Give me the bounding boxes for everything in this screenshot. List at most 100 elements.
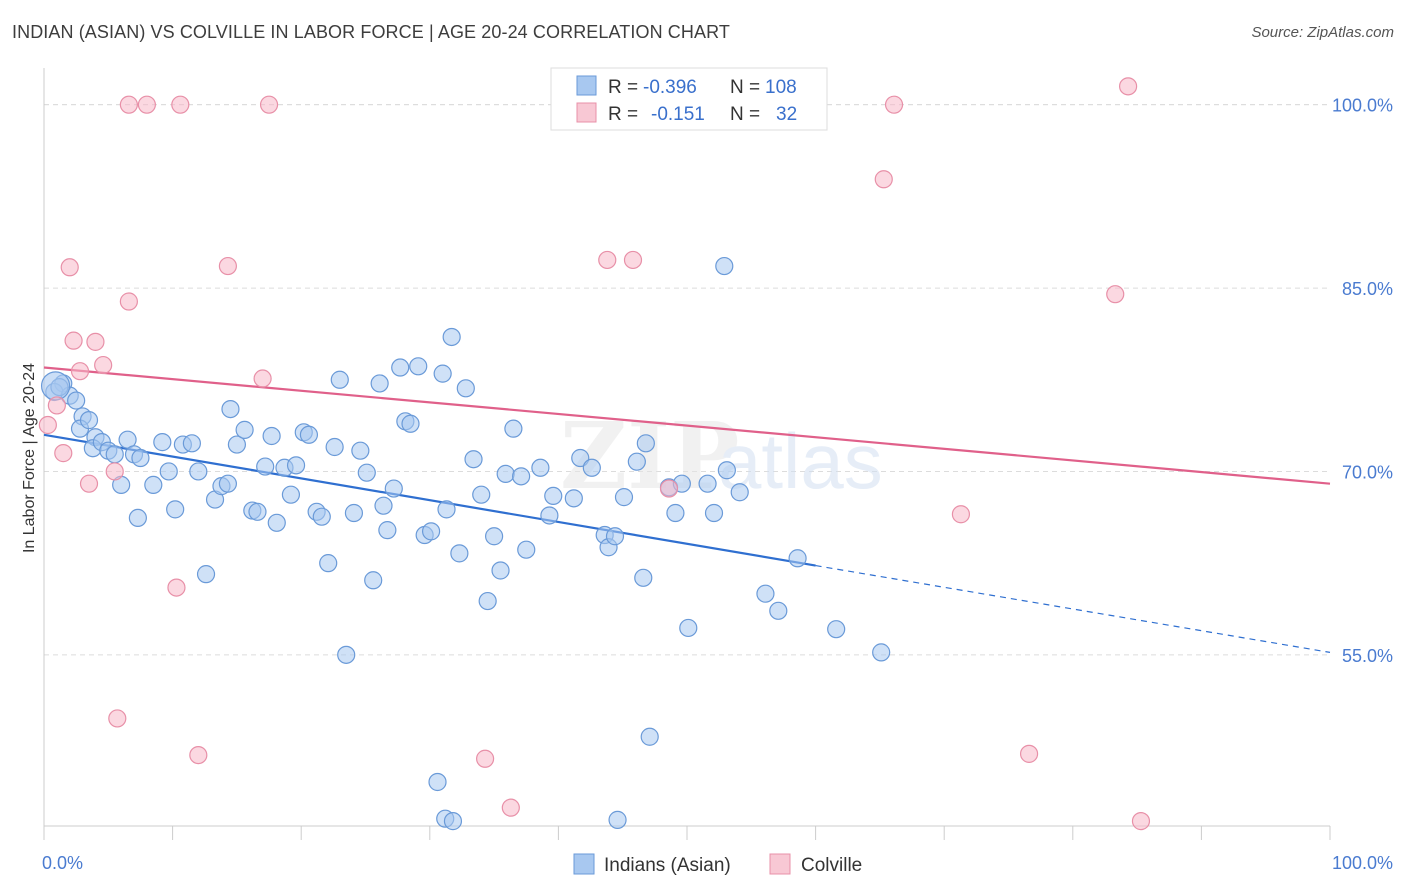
y-tick-label: 70.0% (1342, 462, 1393, 482)
indians-asian-point (540, 506, 559, 525)
indians-asian-point (105, 445, 124, 464)
indians-asian-point (378, 521, 397, 540)
indians-asian-point (769, 601, 788, 620)
indians-asian-point (730, 483, 749, 502)
axes (43, 68, 1331, 840)
colville-point (38, 415, 57, 435)
indians-asian-point (627, 452, 646, 471)
colville-point (171, 95, 190, 114)
stats-n-label-b: N = (730, 104, 760, 125)
colville-point (167, 578, 186, 597)
gridlines (44, 104, 1330, 656)
indians-asian-point (370, 374, 389, 393)
stats-r-label-a: R = (608, 77, 638, 98)
stats-r-value-b: -0.151 (651, 104, 705, 125)
colville-point (94, 355, 113, 375)
indians-asian-point (428, 772, 447, 792)
indians-asian-point (704, 503, 724, 523)
colville-point (253, 369, 272, 388)
colville-point (54, 444, 73, 463)
indians-asian-point (715, 256, 734, 276)
trend-line-indians-asian (43, 433, 816, 567)
indians-asian-point (614, 488, 634, 507)
indians-asian-point (437, 500, 456, 519)
indians-asian-point (605, 527, 625, 546)
indians-asian-point (248, 502, 267, 521)
colville-point (259, 95, 279, 114)
indians-asian-point (344, 503, 364, 523)
indians-asian-point (544, 486, 563, 506)
stats-legend-box (550, 67, 828, 131)
indians-asian-point (281, 485, 301, 504)
trend-line-colville (43, 366, 1331, 485)
indians-asian-point (666, 503, 685, 523)
indians-asian-point (67, 391, 86, 410)
indians-asian-point (299, 425, 319, 444)
indians-asian-point (788, 549, 807, 568)
indians-asian-point (79, 411, 99, 430)
indians-asian-point (827, 620, 846, 639)
y-tick-label: 85.0% (1342, 279, 1393, 299)
colville-point (64, 331, 83, 350)
trend-line-indians-asian-extension (815, 564, 1331, 653)
series-colville-points (38, 77, 1151, 831)
colville-point (108, 709, 127, 728)
stats-r-label-b: R = (608, 104, 638, 125)
colville-point (475, 749, 495, 768)
indians-asian-point (182, 434, 201, 453)
stats-legend: R = -0.396 N = 108 R = -0.151 N = 32 (550, 67, 828, 131)
indians-asian-point (262, 426, 281, 446)
stats-n-value-a: 108 (765, 77, 797, 98)
colville-point (189, 745, 208, 765)
indians-asian-point (608, 810, 627, 829)
x-tick-label: 100.0% (1332, 853, 1393, 873)
indians-asian-point (267, 513, 286, 532)
indians-asian-point (491, 561, 510, 580)
indians-asian-point (443, 812, 463, 831)
indians-asian-point (159, 462, 178, 481)
indians-asian-point (472, 485, 491, 504)
legend-swatch-colville (769, 853, 791, 875)
colville-point (884, 95, 904, 114)
indians-asian-point (196, 565, 216, 584)
colville-point (105, 462, 124, 481)
stats-legend-swatch-b (576, 102, 597, 123)
colville-point (70, 362, 90, 381)
colville-point (623, 250, 643, 270)
tick-labels: 55.0% 70.0% 85.0% 100.0% 0.0% 100.0% (42, 96, 1393, 873)
colville-point (60, 258, 79, 277)
indians-asian-point (485, 527, 504, 546)
stats-n-label-a: N = (730, 77, 760, 98)
indians-asian-point (531, 458, 550, 477)
indians-asian-point (227, 435, 246, 454)
indians-asian-point (364, 571, 383, 590)
indians-asian-point (698, 474, 717, 493)
y-tick-label: 55.0% (1342, 646, 1393, 666)
indians-asian-point (571, 448, 590, 468)
indians-asian-point (564, 489, 583, 508)
indians-asian-point (401, 414, 420, 433)
indians-asian-point (582, 458, 601, 477)
indians-asian-point (351, 441, 370, 460)
colville-point (659, 479, 679, 498)
indians-asian-point (128, 508, 147, 528)
legend-label-indians-asian: Indians (Asian) (604, 855, 731, 876)
indians-asian-point (450, 544, 469, 563)
trend-lines (43, 366, 1331, 653)
indians-asian-point (496, 464, 515, 483)
stats-r-value-a: -0.396 (643, 77, 697, 98)
indians-asian-point (504, 419, 523, 438)
indians-asian-point (131, 448, 150, 468)
indians-asian-point (337, 645, 356, 664)
indians-asian-point (235, 420, 254, 439)
indians-asian-point (433, 364, 452, 383)
y-tick-label: 100.0% (1332, 96, 1393, 116)
indians-asian-point (636, 434, 655, 453)
colville-point (218, 256, 237, 276)
stats-legend-swatch-a (576, 75, 597, 96)
x-tick-label: 0.0% (42, 853, 83, 873)
colville-point (86, 332, 105, 351)
indians-asian-point (442, 327, 461, 347)
indians-asian-point (872, 643, 891, 662)
